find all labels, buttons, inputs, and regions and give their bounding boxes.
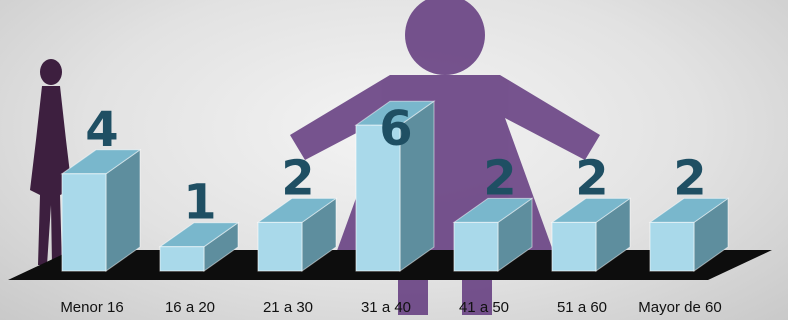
tick-label: 31 a 40 <box>361 299 411 316</box>
tick-label: Menor 16 <box>60 299 123 316</box>
tick-label: 16 a 20 <box>165 299 215 316</box>
tick-label: 51 a 60 <box>557 299 607 316</box>
bar <box>354 100 436 272</box>
bar <box>648 197 730 272</box>
data-label: 2 <box>281 150 314 206</box>
data-label: 1 <box>183 175 216 231</box>
bar <box>60 148 142 272</box>
data-label: 2 <box>575 150 608 206</box>
bar <box>158 221 240 272</box>
tick-label: 21 a 30 <box>263 299 313 316</box>
woman-silhouette-small-icon <box>30 59 72 265</box>
data-label: 6 <box>379 101 412 157</box>
bar <box>550 197 632 272</box>
data-label: 2 <box>483 150 516 206</box>
bar <box>452 197 534 272</box>
data-label: 4 <box>85 102 118 158</box>
tick-label: 41 a 50 <box>459 299 509 316</box>
tick-label: Mayor de 60 <box>638 299 721 316</box>
bar <box>256 197 338 272</box>
data-label: 2 <box>673 150 706 206</box>
